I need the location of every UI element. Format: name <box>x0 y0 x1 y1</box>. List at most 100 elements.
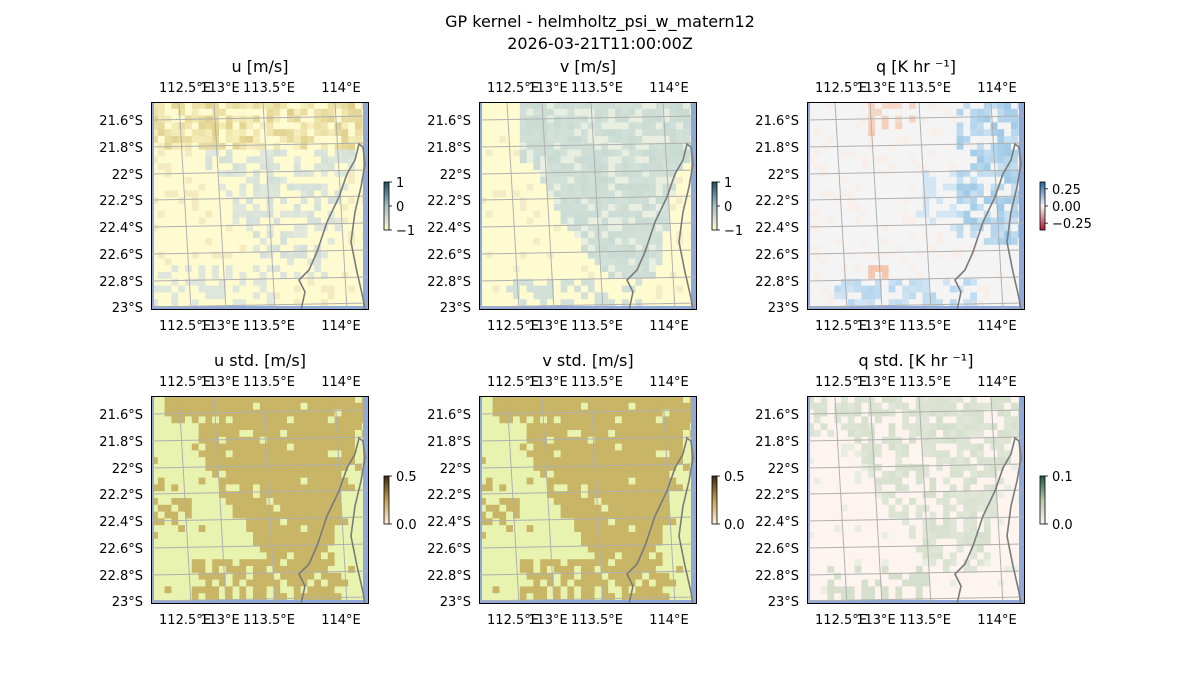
grid-cell <box>300 176 308 185</box>
grid-cell <box>533 170 541 178</box>
grid-cell <box>676 258 684 266</box>
grid-cell <box>929 142 937 151</box>
grid-cell <box>696 272 697 280</box>
grid-cell <box>854 231 862 239</box>
grid-cell <box>827 285 835 293</box>
grid-cell <box>341 532 349 540</box>
grid-cell <box>259 265 268 273</box>
grid-cell <box>185 136 193 144</box>
grid-cell <box>909 299 917 307</box>
grid-cell <box>157 552 166 560</box>
grid-cell <box>485 163 494 171</box>
grid-cell <box>601 586 609 594</box>
grid-cell <box>615 210 623 219</box>
grid-cell <box>841 183 849 191</box>
grid-cell <box>479 525 487 533</box>
grid-cell <box>219 470 227 479</box>
grid-cell <box>1004 122 1012 130</box>
grid-cell <box>314 443 322 451</box>
grid-cell <box>225 430 234 438</box>
grid-cell <box>587 491 596 499</box>
grid-cell <box>547 129 555 137</box>
grid-cell <box>307 430 315 438</box>
lat-tick-label: 21.6°S <box>99 114 143 129</box>
grid-cell <box>492 538 500 547</box>
grid-cell <box>492 457 500 465</box>
grid-cell <box>567 102 575 110</box>
lon-tick-label-top: 113.5°E <box>899 81 951 96</box>
grid-cell <box>608 498 616 506</box>
grid-cell <box>888 272 896 280</box>
grid-cell <box>1004 129 1012 137</box>
grid-cell <box>827 217 835 225</box>
grid-cell <box>485 525 494 533</box>
grid-cell <box>280 579 288 587</box>
grid-cell <box>341 102 349 110</box>
grid-cell <box>526 217 534 225</box>
grid-cell <box>615 217 623 225</box>
grid-cell <box>212 210 220 219</box>
grid-cell <box>348 491 356 499</box>
grid-cell <box>300 217 308 225</box>
grid-cell <box>929 197 937 205</box>
grid-cell <box>519 102 528 110</box>
grid-cell <box>655 129 664 137</box>
grid-cell <box>909 231 917 239</box>
grid-cell <box>266 457 274 465</box>
grid-cell <box>949 156 958 164</box>
grid-cell <box>280 423 288 431</box>
grid-cell <box>915 231 924 239</box>
grid-cell <box>499 156 507 164</box>
grid-cell <box>560 470 568 479</box>
grid-cell <box>266 176 274 185</box>
grid-cell <box>157 477 166 485</box>
grid-cell <box>307 244 315 253</box>
grid-cell <box>560 272 568 280</box>
grid-cell <box>608 430 616 438</box>
grid-cell <box>239 136 247 144</box>
grid-cell <box>485 278 494 287</box>
grid-cell <box>936 108 944 117</box>
grid-cell <box>293 545 302 553</box>
grid-cell <box>280 231 288 239</box>
grid-cell <box>875 278 883 287</box>
grid-cell <box>1024 149 1025 157</box>
grid-cell <box>266 265 274 273</box>
grid-cell <box>253 197 261 205</box>
grid-cell <box>540 402 548 411</box>
grid-cell <box>642 217 650 225</box>
grid-cell <box>560 129 568 137</box>
grid-cell <box>492 572 500 581</box>
grid-cell <box>355 586 363 594</box>
grid-cell <box>567 142 575 151</box>
grid-cell <box>683 258 691 266</box>
grid-cell <box>212 244 220 253</box>
grid-cell <box>560 170 568 178</box>
grid-cell <box>608 156 616 164</box>
grid-cell <box>807 292 815 300</box>
grid-cell <box>307 176 315 185</box>
lat-gridline <box>807 195 1025 201</box>
grid-cell <box>827 163 835 171</box>
grid-cell <box>963 108 971 117</box>
grid-cell <box>533 190 541 198</box>
grid-cell <box>341 197 349 205</box>
grid-cell <box>246 108 254 117</box>
grid-cell <box>355 430 363 438</box>
grid-cell <box>225 231 234 239</box>
grid-cell <box>225 450 234 458</box>
grid-cell <box>649 176 657 185</box>
grid-cell <box>334 224 342 232</box>
grid-cell <box>368 484 369 492</box>
grid-cell <box>314 402 322 411</box>
grid-cell <box>587 136 596 144</box>
grid-cell <box>983 210 992 219</box>
grid-cell <box>574 251 582 259</box>
grid-cell <box>506 566 514 574</box>
grid-cell <box>479 504 487 513</box>
grid-cell <box>280 572 288 581</box>
grid-cell <box>581 115 589 123</box>
grid-cell <box>807 190 815 198</box>
grid-cell <box>341 586 349 594</box>
grid-cell <box>327 593 336 601</box>
